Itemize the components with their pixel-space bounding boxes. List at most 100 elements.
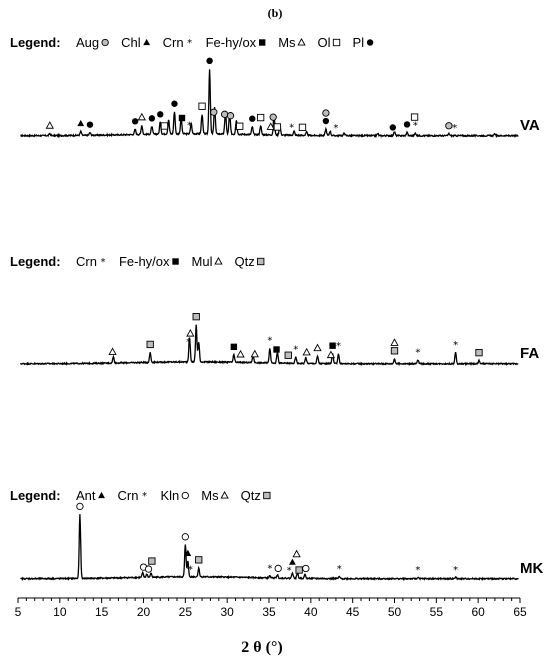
phase-marker-circle-gray <box>221 110 229 118</box>
legend-label: Crn <box>76 254 97 269</box>
x-axis-label: 2 θ (°) <box>241 639 282 656</box>
svg-text:*: * <box>188 564 193 575</box>
phase-marker-star: * <box>452 123 457 134</box>
legend-label: Fe-hy/ox <box>119 254 170 269</box>
legend-label: Aug <box>76 35 99 50</box>
panel-label: (b) <box>268 6 283 20</box>
phase-marker-star: * <box>186 337 191 348</box>
x-tick-label: 65 <box>513 605 527 619</box>
phase-marker-circle-open <box>181 533 189 541</box>
phase-marker-circle-filled <box>249 115 256 122</box>
phase-marker-circle-filled <box>131 118 139 125</box>
phase-marker-triangle-open <box>292 549 301 558</box>
x-tick-label: 5 <box>15 605 22 619</box>
svg-text:*: * <box>100 257 105 268</box>
phase-marker-star: * <box>453 565 458 576</box>
phase-marker-triangle-open <box>186 328 195 337</box>
phase-marker-star: * <box>267 336 272 347</box>
phase-marker-circle-open <box>302 564 310 573</box>
svg-text:*: * <box>267 563 272 574</box>
phase-marker-square-open <box>236 122 244 130</box>
phase-marker-triangle-open <box>326 350 336 359</box>
phase-marker-triangle-open <box>390 338 399 346</box>
svg-text:*: * <box>293 345 298 356</box>
phase-marker-circle-filled <box>157 111 164 118</box>
phase-marker-square-gray <box>195 556 203 564</box>
x-tick-label: 45 <box>346 605 360 619</box>
legend-marker-star: * <box>187 38 192 49</box>
x-tick-label: 50 <box>388 605 402 619</box>
legend-label: Ol <box>318 35 331 50</box>
svg-text:*: * <box>337 564 342 575</box>
phase-marker-square-gray <box>148 557 156 565</box>
phase-marker-circle-filled <box>389 124 397 131</box>
panel-va: Legend: Aug Chl Crn * Fe-hy/ox Ms Ol Pl* * * * * VA <box>10 35 540 139</box>
phase-marker-square-open <box>160 122 169 130</box>
panel-fa: Legend: Crn * Fe-hy/ox Mul Qtz* ** *** FA <box>10 254 539 367</box>
pattern-line-mk <box>20 514 519 582</box>
phase-marker-circle-filled <box>206 57 213 65</box>
legend-label: Qtz <box>241 488 261 503</box>
phase-marker-star: * <box>287 566 292 577</box>
phase-marker-circle-filled <box>171 100 178 107</box>
legend-marker-square-gray <box>257 257 265 266</box>
legend-label: Ms <box>201 488 219 503</box>
phase-marker-star: * <box>453 340 458 351</box>
phase-marker-circle-filled <box>86 121 94 128</box>
phase-marker-triangle-open <box>302 347 311 356</box>
phase-marker-circle-open <box>76 502 84 511</box>
phase-marker-star: * <box>415 348 420 359</box>
svg-text:*: * <box>142 491 147 502</box>
x-tick-label: 60 <box>471 605 485 619</box>
phase-marker-square-gray <box>192 313 200 321</box>
phase-marker-star: * <box>267 563 272 574</box>
svg-text:*: * <box>186 337 191 348</box>
legend-marker-triangle-filled <box>143 38 151 46</box>
pattern-line-fa <box>19 324 519 367</box>
phase-marker-circle-open <box>144 565 153 573</box>
phase-marker-triangle-open <box>108 347 117 355</box>
legend-marker-square-filled <box>258 39 266 46</box>
phase-marker-circle-gray <box>269 113 277 121</box>
phase-marker-star: * <box>293 345 298 356</box>
legend-label: Mul <box>192 254 213 269</box>
legend-marker-square-filled <box>172 258 179 265</box>
svg-text:*: * <box>289 123 294 134</box>
phase-marker-circle-gray <box>210 108 218 116</box>
svg-text:*: * <box>453 340 458 351</box>
phase-marker-square-gray <box>475 349 483 357</box>
phase-marker-square-filled <box>273 346 280 353</box>
x-tick-label: 55 <box>430 605 444 619</box>
x-axis: 5 10 15 20 25 30 35 40 45 50 55 60 65 <box>15 597 527 619</box>
x-tick-label: 25 <box>179 605 193 619</box>
legend-mk: Legend: Ant Crn * Kln Ms Qtz <box>10 488 271 503</box>
phase-marker-triangle-open <box>250 349 259 358</box>
legend-marker-circle-filled <box>366 39 374 46</box>
phase-marker-circle-gray <box>322 109 330 117</box>
phase-marker-circle-gray <box>445 122 453 130</box>
phase-marker-square-filled <box>178 114 186 122</box>
legend-marker-triangle-open <box>220 490 229 499</box>
svg-text:*: * <box>336 341 341 352</box>
phase-marker-square-gray <box>146 340 154 349</box>
x-tick-label: 15 <box>95 605 109 619</box>
phase-marker-square-open <box>298 123 307 131</box>
phase-marker-square-open <box>198 102 206 110</box>
legend-marker-triangle-open <box>297 37 306 46</box>
phase-marker-square-filled <box>329 342 336 349</box>
phase-marker-star: * <box>336 341 341 352</box>
phase-marker-triangle-open <box>137 112 146 121</box>
x-tick-label: 20 <box>137 605 151 619</box>
legend-label: Qtz <box>234 254 254 269</box>
phase-marker-circle-filled <box>322 117 330 125</box>
svg-text:*: * <box>453 565 458 576</box>
legend-marker-star: * <box>142 491 147 502</box>
phase-marker-star: * <box>289 123 294 134</box>
phase-marker-star: * <box>337 564 342 575</box>
legend-key: Legend: <box>10 488 61 503</box>
legend-label: Crn <box>163 35 184 50</box>
phase-marker-square-open <box>256 113 265 122</box>
legend-marker-circle-open <box>181 491 189 500</box>
legend-fa: Legend: Crn * Fe-hy/ox Mul Qtz <box>10 254 265 269</box>
sample-label-fa: FA <box>520 345 539 362</box>
